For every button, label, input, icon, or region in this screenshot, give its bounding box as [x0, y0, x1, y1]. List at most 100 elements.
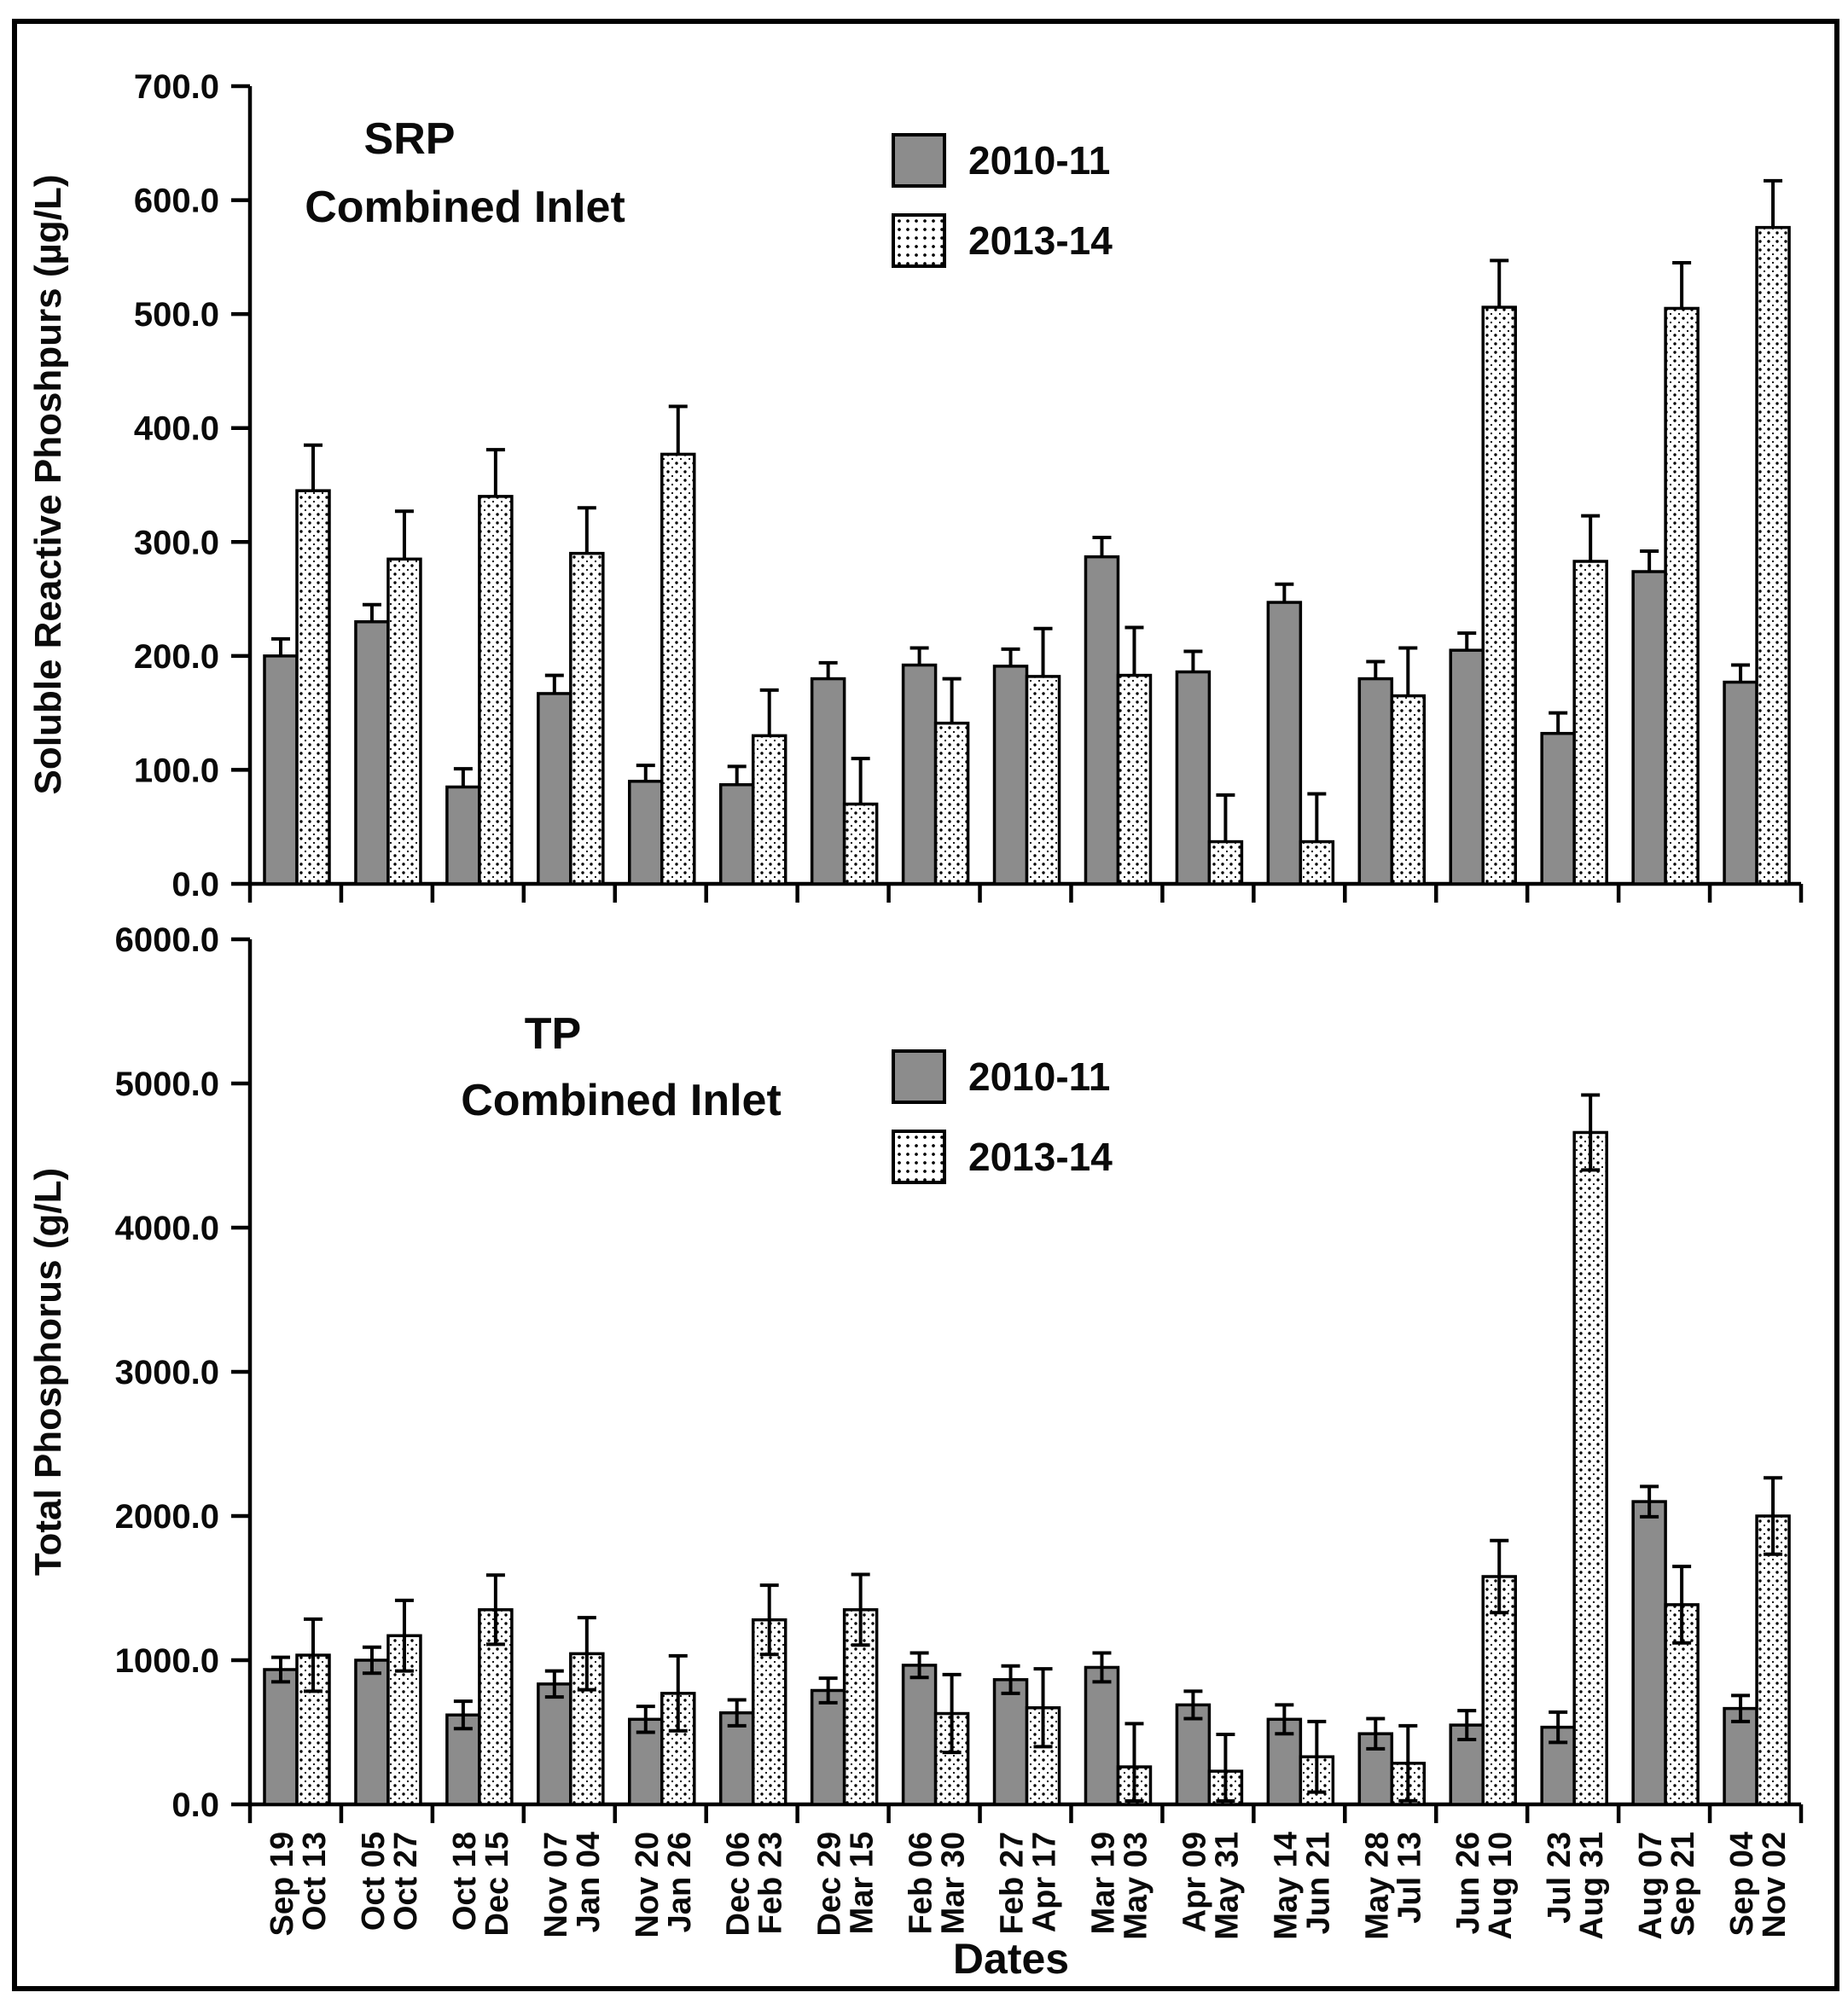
- x-date-label: Sep 19: [264, 1832, 300, 1937]
- bar-2013-14-group2: [386, 557, 422, 886]
- legend-swatch-solid-icon: [892, 133, 946, 188]
- x-date-label: Nov 20: [630, 1832, 665, 1938]
- x-date-label: Apr 17: [1027, 1832, 1063, 1932]
- legend-label: 2010-11: [968, 138, 1111, 183]
- bar-2013-14-group6: [751, 734, 787, 886]
- bar-2010-11-group2: [354, 620, 390, 886]
- x-date-label: Dec 15: [479, 1832, 515, 1937]
- legend-swatch-dotted-icon: [892, 1130, 946, 1184]
- x-date-label: Jul 13: [1392, 1832, 1427, 1924]
- x-date-label: Feb 27: [995, 1832, 1031, 1934]
- bar-2010-11-group10: [1084, 1665, 1120, 1806]
- x-date-label: Mar 30: [936, 1832, 972, 1934]
- bar-2010-11-group9: [992, 665, 1029, 886]
- y-tick-label: 200.0: [134, 638, 219, 676]
- srp-chart-title: SRP: [363, 114, 456, 164]
- bar-2013-14-group14: [1481, 305, 1517, 886]
- x-date-label: Feb 06: [904, 1832, 939, 1934]
- legend-row-2013-14: 2013-14: [892, 1130, 1113, 1184]
- bar-2013-14-group4: [569, 551, 605, 886]
- x-date-label: May 03: [1118, 1832, 1154, 1940]
- bar-2010-11-group14: [1449, 648, 1485, 886]
- bar-2010-11-group1: [263, 654, 299, 886]
- legend-row-2010-11: 2010-11: [892, 1049, 1113, 1104]
- x-date-label: Jun 26: [1450, 1832, 1486, 1934]
- x-date-label: May 28: [1359, 1832, 1395, 1940]
- legend-swatch-solid-icon: [892, 1049, 946, 1104]
- x-date-label: May 31: [1209, 1832, 1245, 1940]
- y-tick-label: 5000.0: [115, 1066, 219, 1103]
- x-date-label: Aug 07: [1633, 1832, 1669, 1940]
- x-date-label: Jul 23: [1542, 1832, 1578, 1924]
- bar-2013-14-group14: [1481, 1575, 1517, 1806]
- bar-2010-11-group12: [1266, 601, 1303, 886]
- bar-2010-11-group2: [354, 1658, 390, 1806]
- y-tick-label: 0.0: [171, 866, 219, 903]
- bar-2013-14-group2: [386, 1634, 422, 1806]
- x-date-label: Apr 09: [1177, 1832, 1212, 1932]
- bar-2013-14-group13: [1390, 694, 1427, 886]
- x-date-label: Nov 02: [1757, 1832, 1793, 1938]
- bar-2010-11-group7: [810, 677, 846, 886]
- x-date-label: Oct 18: [447, 1832, 483, 1931]
- y-tick-label: 400.0: [134, 410, 219, 448]
- bar-2013-14-group15: [1572, 1130, 1608, 1806]
- x-date-label: Jun 21: [1300, 1832, 1336, 1934]
- srp-legend: 2010-11 2013-14: [892, 133, 1113, 268]
- bar-2013-14-group7: [842, 802, 879, 886]
- figure-border: [12, 19, 1839, 1991]
- x-date-label: Mar 15: [845, 1832, 880, 1934]
- tp-legend: 2010-11 2013-14: [892, 1049, 1113, 1184]
- y-tick-label: 700.0: [134, 68, 219, 106]
- bar-2013-14-group8: [933, 721, 970, 886]
- bar-2013-14-group5: [660, 1692, 696, 1806]
- bar-2013-14-group10: [1116, 673, 1153, 886]
- legend-row-2010-11: 2010-11: [892, 133, 1113, 188]
- bar-2013-14-group16: [1664, 306, 1700, 886]
- x-date-label: Jan 26: [662, 1832, 698, 1932]
- legend-row-2013-14: 2013-14: [892, 213, 1113, 268]
- y-tick-label: 600.0: [134, 183, 219, 220]
- bar-2010-11-group9: [992, 1678, 1029, 1806]
- y-tick-label: 3000.0: [115, 1354, 219, 1391]
- y-tick-label: 4000.0: [115, 1210, 219, 1247]
- x-date-label: Sep 21: [1665, 1832, 1701, 1937]
- bar-2010-11-group7: [810, 1688, 846, 1806]
- x-date-label: Dec 29: [812, 1832, 848, 1937]
- tp-y-axis-title: Total Phosphorus (g/L): [27, 1167, 69, 1577]
- legend-swatch-dotted-icon: [892, 213, 946, 268]
- bar-2010-11-group6: [718, 783, 755, 886]
- bar-2013-14-group16: [1664, 1603, 1700, 1806]
- x-date-label: Oct 13: [297, 1832, 333, 1931]
- bar-2010-11-group16: [1631, 570, 1667, 886]
- legend-label: 2013-14: [968, 1135, 1113, 1179]
- tp-chart-subtitle: Combined Inlet: [461, 1076, 782, 1125]
- bar-2010-11-group11: [1175, 670, 1212, 886]
- bar-2013-14-group9: [1025, 675, 1061, 886]
- bar-2013-14-group3: [478, 495, 514, 886]
- x-date-label: Oct 27: [388, 1832, 424, 1931]
- bar-2010-11-group10: [1084, 555, 1120, 886]
- bar-2010-11-group3: [445, 785, 481, 886]
- bar-2013-14-group12: [1299, 839, 1335, 886]
- bar-2013-14-group17: [1755, 225, 1791, 886]
- x-date-label: Sep 04: [1724, 1832, 1760, 1937]
- x-date-label: Oct 05: [356, 1832, 392, 1931]
- bar-2010-11-group4: [537, 692, 572, 886]
- x-axis-title-dates: Dates: [952, 1935, 1070, 1983]
- y-tick-label: 0.0: [171, 1786, 219, 1824]
- bar-2010-11-group5: [628, 780, 664, 886]
- bar-2013-14-group17: [1755, 1514, 1791, 1806]
- bar-2010-11-group16: [1631, 1500, 1667, 1806]
- y-tick-label: 1000.0: [115, 1642, 219, 1680]
- bar-2010-11-group8: [901, 1664, 938, 1806]
- x-date-label: Aug 31: [1574, 1832, 1610, 1940]
- bar-2013-14-group9: [1025, 1706, 1061, 1806]
- bar-2010-11-group17: [1723, 680, 1758, 886]
- srp-chart-subtitle: Combined Inlet: [305, 183, 625, 232]
- y-tick-label: 500.0: [134, 296, 219, 334]
- bar-2013-14-group5: [660, 452, 696, 886]
- bar-2010-11-group8: [901, 663, 938, 886]
- bar-2010-11-group13: [1357, 677, 1394, 886]
